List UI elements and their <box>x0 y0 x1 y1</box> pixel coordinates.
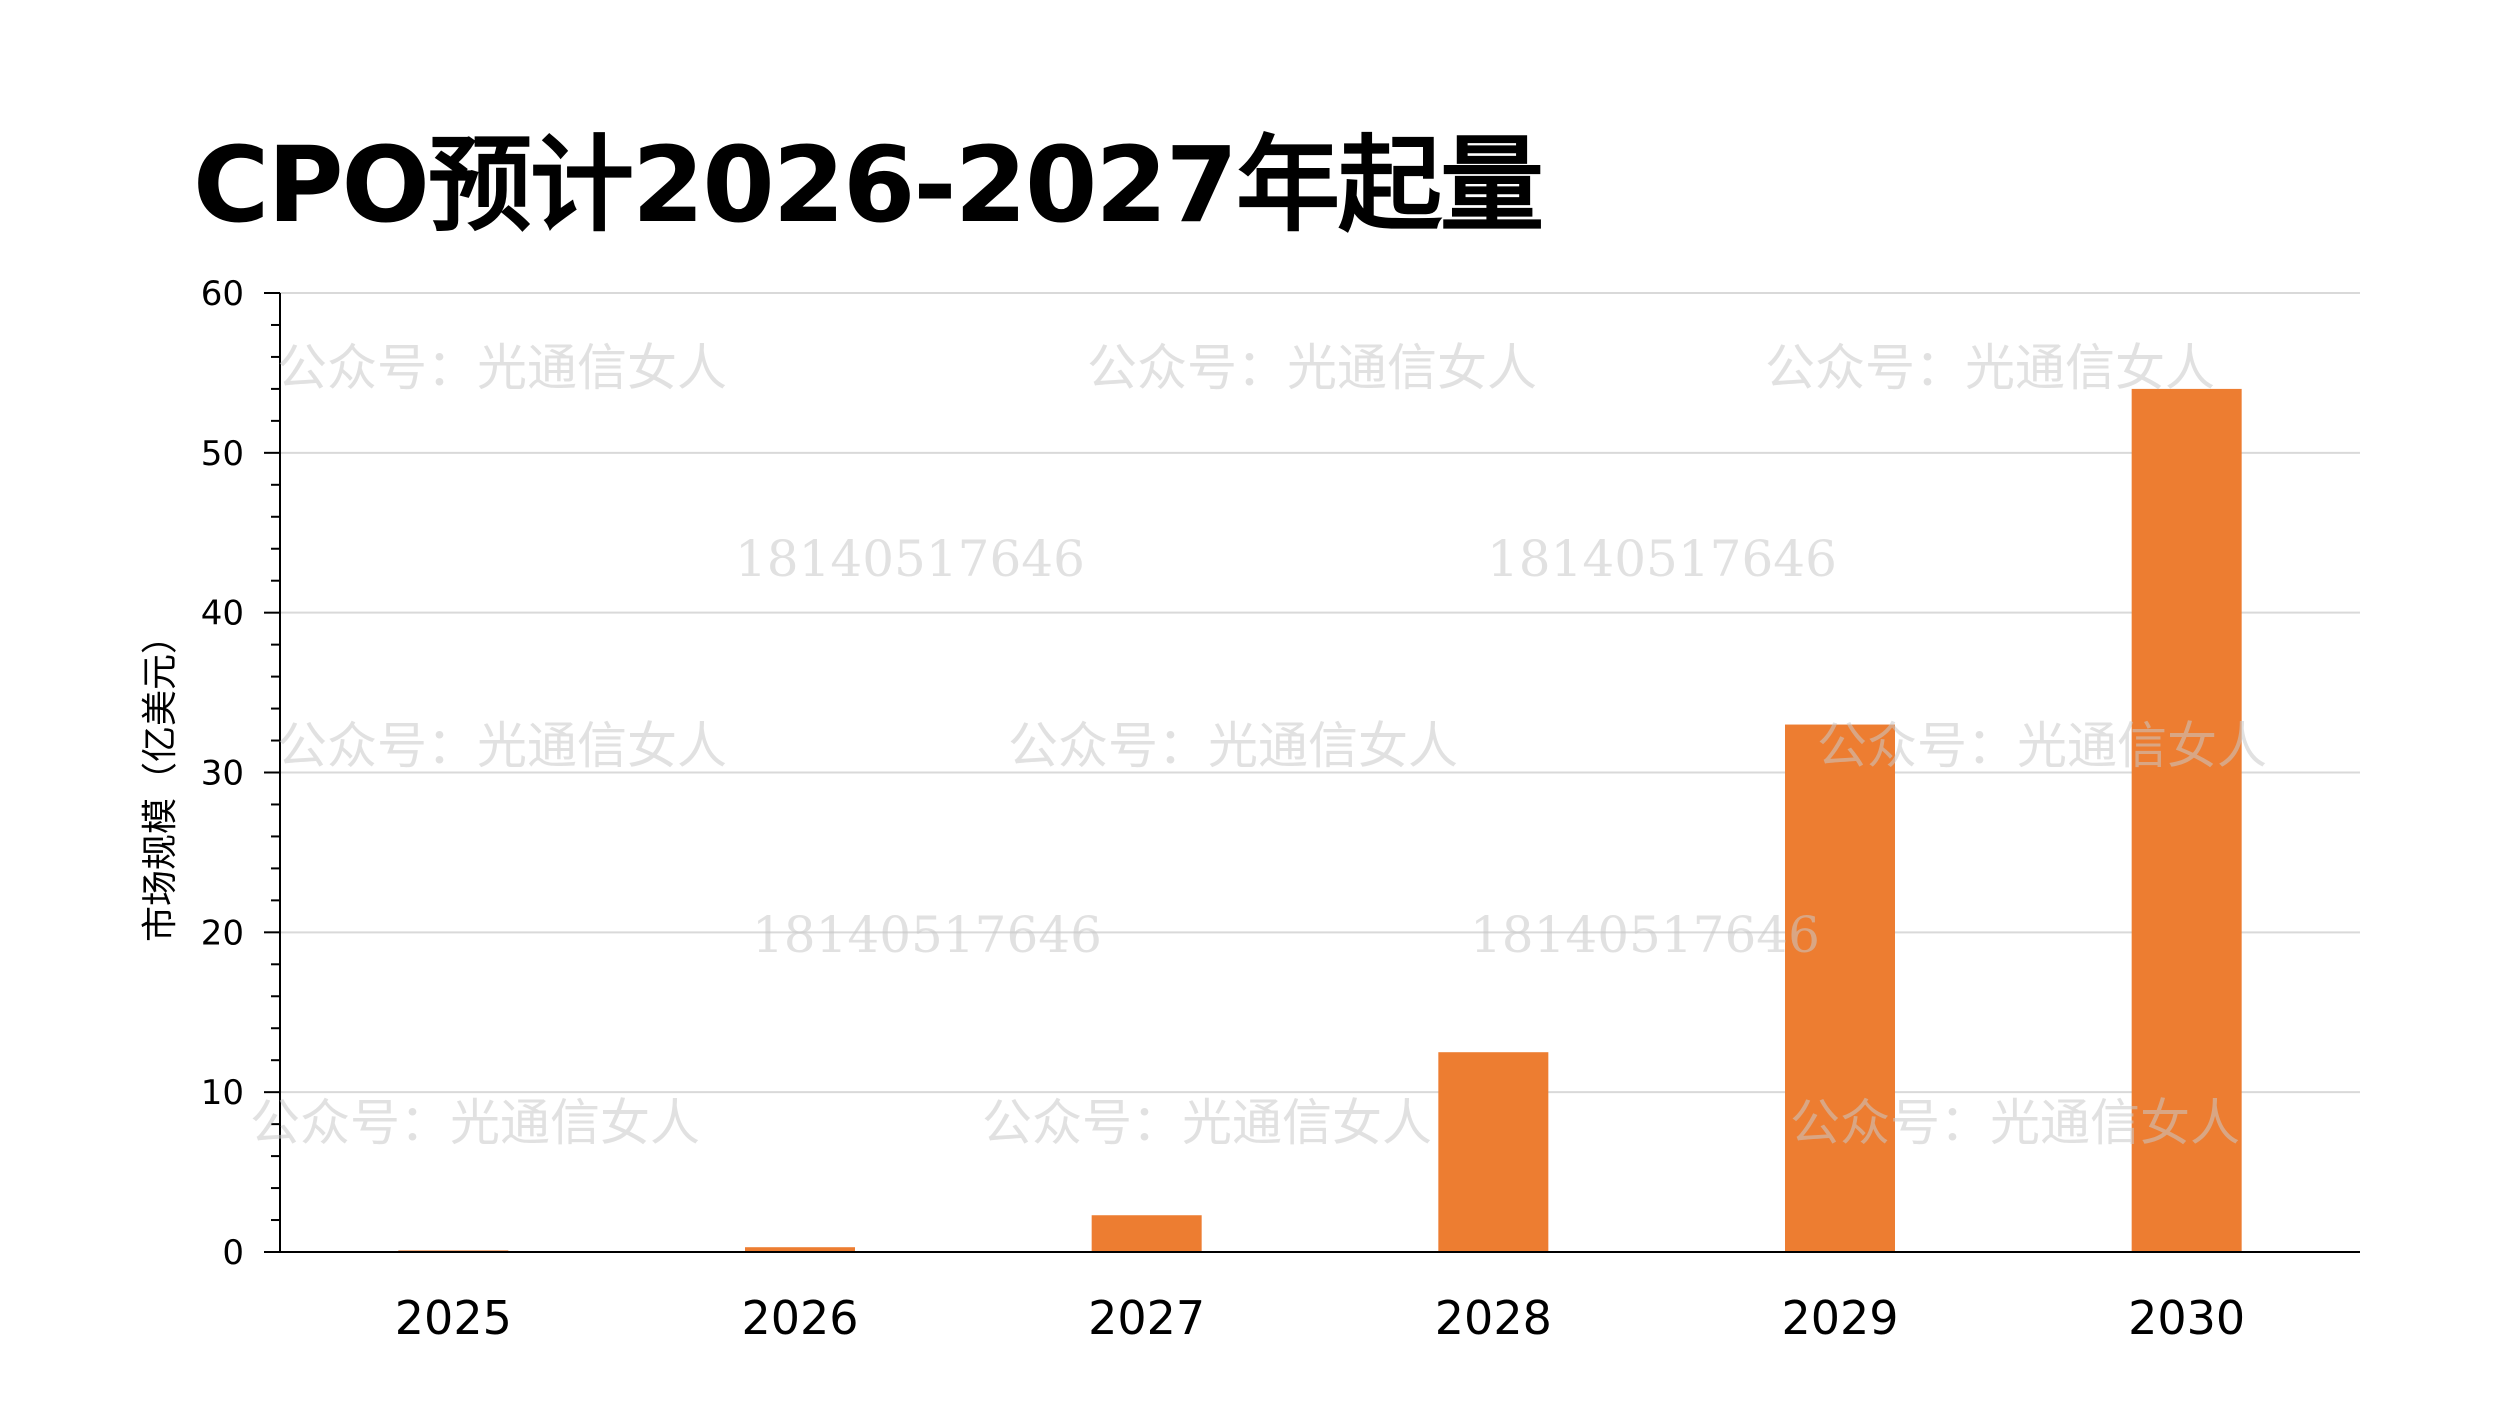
watermark-account: 公众号：光通信女人 <box>1790 1094 2240 1152</box>
y-tick-label: 0 <box>222 1233 244 1273</box>
x-tick-label: 2029 <box>1781 1291 1898 1345</box>
x-tick-label: 2028 <box>1435 1291 1552 1345</box>
watermark-account: 公众号：光通信女人 <box>1765 339 2215 397</box>
watermark-account: 公众号：光通信女人 <box>1817 717 2267 775</box>
x-tick-label: 2027 <box>1088 1291 1205 1345</box>
bar-2026 <box>745 1247 855 1252</box>
y-tick-label: 40 <box>201 594 244 634</box>
y-tick-label: 30 <box>201 754 244 794</box>
watermarks: 公众号：光通信女人 公众号：光通信女人 公众号：光通信女人 1814051764… <box>250 339 2267 1152</box>
watermark-phone: 18140517646 <box>1470 906 1820 964</box>
bar-2030 <box>2131 388 2242 1252</box>
y-tick-label: 20 <box>201 913 244 953</box>
bars <box>398 388 2242 1252</box>
gridlines <box>280 292 2360 1094</box>
watermark-phone: 18140517646 <box>735 530 1085 588</box>
y-tick-label: 10 <box>201 1073 244 1113</box>
watermark-account: 公众号：光通信女人 <box>1087 339 1537 397</box>
chart-title: CPO预计2026-2027年起量 <box>193 124 1544 246</box>
x-tick-label: 2025 <box>395 1291 512 1345</box>
watermark-phone: 18140517646 <box>1487 530 1837 588</box>
watermark-account: 公众号：光通信女人 <box>982 1094 1432 1152</box>
y-axis-label: 市场规模（亿美元） <box>140 618 181 942</box>
bar-2027 <box>1091 1215 1202 1252</box>
watermark-account: 公众号：光通信女人 <box>277 339 727 397</box>
watermark-account: 公众号：光通信女人 <box>250 1094 700 1152</box>
watermark-phone: 18140517646 <box>752 906 1102 964</box>
axes <box>264 292 2360 1253</box>
bar-2029 <box>1785 724 1895 1252</box>
y-tick-label: 60 <box>201 274 244 314</box>
bar-2028 <box>1438 1052 1549 1252</box>
watermark-account: 公众号：光通信女人 <box>1008 717 1458 775</box>
x-tick-label: 2026 <box>741 1291 858 1345</box>
x-tick-label: 2030 <box>2128 1291 2245 1345</box>
y-tick-label: 50 <box>201 434 244 474</box>
watermark-account: 公众号：光通信女人 <box>277 717 727 775</box>
